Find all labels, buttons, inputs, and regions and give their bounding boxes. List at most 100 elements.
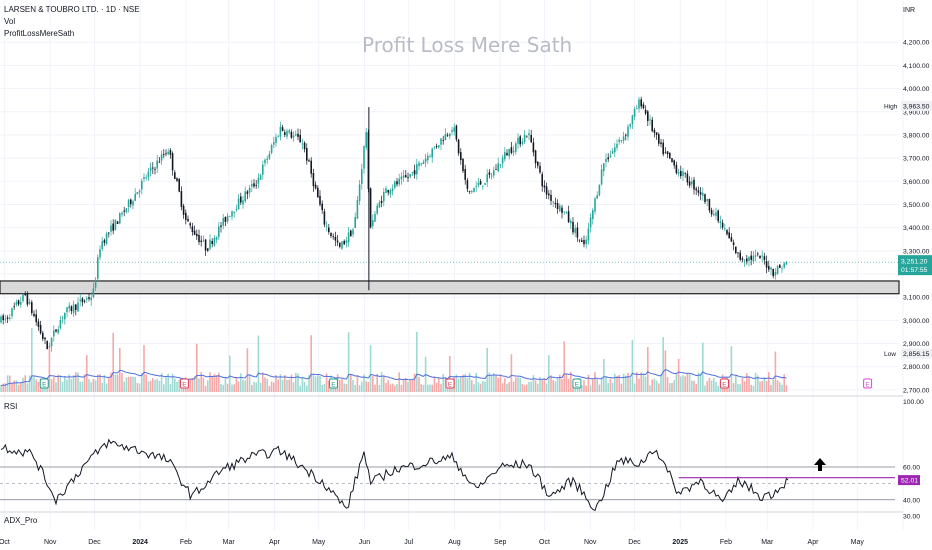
candle bbox=[429, 153, 431, 158]
volume-bar bbox=[761, 380, 763, 392]
high-value: 3,963.50 bbox=[903, 103, 930, 110]
candle bbox=[616, 139, 618, 151]
candle-body bbox=[581, 240, 583, 242]
candle-body bbox=[433, 146, 436, 148]
candle bbox=[741, 256, 744, 263]
price-tick-label: 3,500.00 bbox=[903, 202, 930, 209]
candle-body bbox=[570, 220, 572, 224]
candle-body bbox=[72, 304, 75, 313]
volume-bar bbox=[675, 373, 678, 392]
candle-body bbox=[187, 218, 189, 222]
earnings-marker-box bbox=[572, 378, 582, 389]
indicator-legend[interactable]: ProfitLossMereSath bbox=[4, 29, 75, 38]
candle bbox=[42, 330, 44, 342]
volume-bar bbox=[112, 332, 114, 392]
volume-bar bbox=[554, 381, 557, 392]
volume-bar bbox=[765, 380, 768, 392]
volume-bar bbox=[187, 385, 189, 392]
volume-bar bbox=[660, 374, 662, 392]
candle-body bbox=[636, 108, 638, 110]
earnings-marker: E bbox=[863, 378, 873, 389]
candle bbox=[671, 158, 673, 163]
candle bbox=[81, 296, 84, 307]
volume-bar bbox=[666, 377, 669, 392]
candle-body bbox=[743, 260, 746, 262]
low-badge bbox=[901, 348, 932, 359]
candle bbox=[156, 154, 158, 174]
candle bbox=[466, 178, 469, 192]
candle-body bbox=[356, 200, 359, 219]
candle-body bbox=[493, 170, 495, 176]
candle-body bbox=[651, 119, 653, 132]
volume-bar bbox=[325, 373, 328, 392]
volume-bar bbox=[471, 380, 473, 392]
volume-legend[interactable]: Vol bbox=[4, 17, 16, 26]
candle-body bbox=[169, 150, 172, 155]
candle-body bbox=[306, 148, 308, 161]
candle bbox=[581, 237, 583, 243]
volume-bar bbox=[297, 373, 299, 392]
candle-body bbox=[638, 99, 640, 109]
candle bbox=[761, 250, 763, 262]
candle-body bbox=[693, 179, 695, 190]
price-tick-label: 4,100.00 bbox=[903, 63, 930, 70]
candle bbox=[70, 305, 73, 315]
adx-legend[interactable]: ADX_Pro bbox=[4, 516, 38, 525]
volume-bar bbox=[103, 374, 106, 392]
candle-body bbox=[224, 216, 227, 222]
volume-bar bbox=[317, 375, 319, 392]
candle-body bbox=[620, 140, 623, 141]
volume-bar bbox=[587, 374, 590, 392]
candle-body bbox=[77, 302, 79, 312]
candle-body bbox=[385, 188, 387, 193]
candle bbox=[431, 147, 433, 163]
volume-bar bbox=[17, 384, 20, 392]
candle bbox=[37, 318, 40, 331]
rsi-tick-label: 60.00 bbox=[903, 465, 920, 472]
candle bbox=[119, 212, 121, 225]
high-label: High bbox=[884, 103, 898, 110]
volume-bar bbox=[116, 374, 119, 392]
candle bbox=[75, 303, 77, 316]
volume-bar bbox=[37, 381, 40, 392]
candle bbox=[675, 161, 678, 175]
candle-body bbox=[281, 127, 284, 131]
candle bbox=[237, 193, 240, 210]
candle-body bbox=[286, 130, 288, 137]
candle bbox=[121, 211, 123, 218]
candle bbox=[752, 250, 755, 264]
volume-bar bbox=[427, 384, 429, 392]
volume-bar bbox=[570, 372, 572, 392]
volume-bar bbox=[633, 383, 636, 392]
time-tick-label: Mar bbox=[223, 539, 236, 546]
candle bbox=[719, 215, 722, 229]
candle bbox=[255, 180, 257, 189]
candle-body bbox=[220, 225, 222, 227]
symbol-title[interactable]: LARSEN & TOUBRO LTD. · 1D · NSE bbox=[4, 5, 140, 14]
price-tick-label: 2,700.00 bbox=[903, 387, 930, 394]
candle-body bbox=[475, 186, 477, 187]
candle-body bbox=[145, 177, 147, 179]
candle bbox=[695, 186, 697, 196]
rsi-legend[interactable]: RSI bbox=[4, 402, 18, 411]
candle-body bbox=[741, 258, 744, 260]
volume-bar bbox=[48, 346, 51, 392]
volume-bar bbox=[420, 384, 422, 392]
candle-body bbox=[9, 317, 11, 319]
volume-bar bbox=[277, 379, 279, 392]
candle bbox=[611, 148, 614, 154]
candle bbox=[779, 263, 781, 269]
candle-body bbox=[264, 159, 266, 164]
candle bbox=[702, 187, 704, 201]
candle-body bbox=[627, 126, 629, 137]
candle-body bbox=[462, 158, 464, 171]
candle-body bbox=[154, 168, 156, 170]
candle-body bbox=[207, 248, 209, 251]
candle bbox=[116, 220, 119, 225]
candle-body bbox=[59, 320, 62, 329]
volume-bar bbox=[255, 382, 257, 392]
candle bbox=[642, 102, 645, 110]
candle-body bbox=[301, 143, 304, 145]
candle-body bbox=[121, 212, 123, 215]
candle bbox=[658, 132, 660, 147]
